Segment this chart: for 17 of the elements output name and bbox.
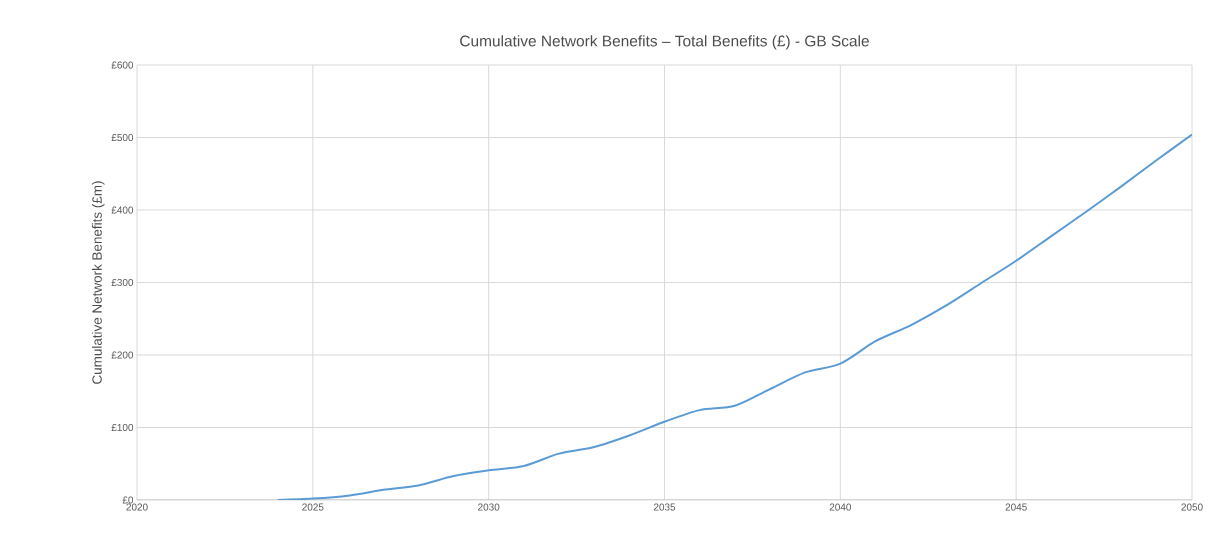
x-tick-label: 2030 (478, 503, 500, 511)
x-tick-label: 2035 (653, 503, 676, 511)
line-series (276, 133, 1192, 501)
y-tick-label: £300 (111, 278, 134, 287)
x-tick-label: 2040 (829, 503, 852, 511)
y-axis-title: Cumulative Network Benefits (£m) (91, 181, 105, 384)
y-tick-label: £600 (111, 61, 134, 69)
chart-title: Cumulative Network Benefits – Total Benefits (£) - GB Scale (460, 35, 869, 50)
x-tick-label: 2045 (1005, 503, 1027, 511)
x-tick-label: 2050 (1181, 503, 1203, 511)
y-tick-label: £400 (111, 206, 134, 214)
y-tick-label: £500 (111, 133, 134, 142)
x-tick-label: 2025 (302, 503, 324, 511)
y-tick-label: £200 (111, 351, 134, 359)
y-tick-label: £0 (122, 496, 134, 504)
y-tick-label: £100 (111, 423, 134, 432)
x-tick-label: 2020 (126, 503, 148, 511)
